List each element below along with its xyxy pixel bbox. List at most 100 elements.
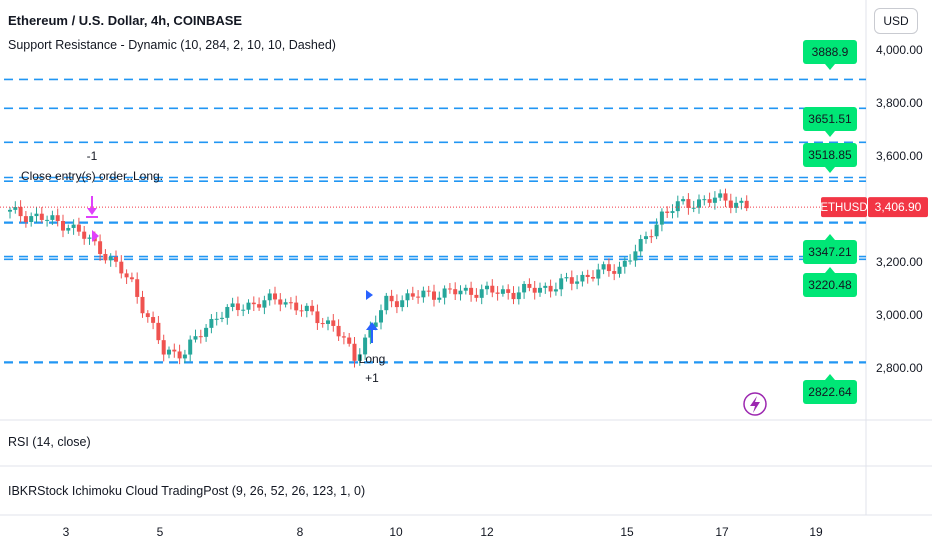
candle-body[interactable] — [172, 349, 177, 352]
candle-body[interactable] — [686, 199, 691, 208]
candle-body[interactable] — [426, 290, 431, 292]
candle-body[interactable] — [209, 318, 214, 328]
candle-body[interactable] — [569, 277, 574, 284]
candle-body[interactable] — [98, 241, 103, 254]
candle-body[interactable] — [675, 201, 680, 212]
candle-body[interactable] — [479, 289, 484, 298]
candle-body[interactable] — [585, 274, 590, 278]
candle-body[interactable] — [363, 337, 368, 355]
candle-body[interactable] — [394, 301, 399, 308]
candle-body[interactable] — [718, 193, 723, 198]
candle-body[interactable] — [373, 322, 378, 327]
candle-body[interactable] — [681, 199, 686, 202]
candle-body[interactable] — [13, 207, 18, 210]
candle-body[interactable] — [707, 199, 712, 203]
candle-body[interactable] — [299, 310, 304, 312]
candle-body[interactable] — [511, 292, 516, 300]
candle-body[interactable] — [182, 354, 187, 359]
candle-body[interactable] — [193, 336, 198, 340]
candle-body[interactable] — [29, 216, 34, 222]
candle-body[interactable] — [71, 224, 76, 228]
candle-body[interactable] — [251, 302, 256, 305]
candle-body[interactable] — [50, 215, 55, 220]
candle-body[interactable] — [246, 302, 251, 310]
candle-body[interactable] — [416, 296, 421, 298]
candle-body[interactable] — [198, 336, 203, 338]
candle-body[interactable] — [379, 310, 383, 323]
candle-body[interactable] — [559, 278, 564, 290]
candle-body[interactable] — [532, 287, 537, 293]
candle-body[interactable] — [357, 354, 362, 361]
candle-body[interactable] — [39, 213, 44, 220]
candle-body[interactable] — [575, 281, 580, 284]
candle-body[interactable] — [129, 277, 134, 280]
candle-body[interactable] — [140, 296, 145, 314]
candle-body[interactable] — [76, 224, 81, 232]
candle-body[interactable] — [638, 239, 643, 252]
candle-body[interactable] — [538, 287, 542, 293]
candle-body[interactable] — [34, 213, 39, 217]
candle-body[interactable] — [262, 300, 267, 308]
candle-body[interactable] — [368, 326, 373, 338]
candle-body[interactable] — [326, 320, 330, 324]
currency-button[interactable]: USD — [874, 8, 918, 34]
candle-body[interactable] — [225, 306, 230, 318]
candle-body[interactable] — [151, 317, 156, 323]
candle-body[interactable] — [294, 302, 299, 311]
candle-body[interactable] — [114, 257, 118, 262]
candle-body[interactable] — [214, 318, 219, 320]
candle-body[interactable] — [87, 237, 92, 239]
candle-body[interactable] — [145, 313, 150, 318]
candle-body[interactable] — [633, 251, 638, 261]
candle-body[interactable] — [288, 302, 293, 304]
candle-body[interactable] — [500, 289, 505, 294]
candle-body[interactable] — [341, 336, 346, 338]
candle-body[interactable] — [644, 236, 648, 240]
candle-body[interactable] — [119, 261, 124, 274]
ichimoku-pane-label[interactable]: IBKRStock Ichimoku Cloud TradingPost (9,… — [8, 484, 366, 498]
candle-body[interactable] — [437, 297, 442, 300]
candle-body[interactable] — [82, 231, 87, 239]
candle-body[interactable] — [310, 305, 315, 312]
candle-body[interactable] — [617, 266, 622, 274]
candle-body[interactable] — [654, 224, 659, 237]
candle-body[interactable] — [384, 295, 389, 311]
candle-body[interactable] — [188, 339, 193, 355]
candle-body[interactable] — [447, 288, 452, 290]
candle-body[interactable] — [697, 199, 701, 208]
candle-body[interactable] — [161, 340, 166, 355]
candle-body[interactable] — [622, 260, 627, 267]
candle-body[interactable] — [691, 207, 696, 209]
candle-body[interactable] — [135, 279, 140, 297]
candle-body[interactable] — [204, 327, 209, 337]
candle-body[interactable] — [458, 290, 463, 295]
candle-body[interactable] — [474, 294, 479, 298]
candle-body[interactable] — [156, 322, 161, 341]
candle-body[interactable] — [273, 293, 277, 300]
candle-body[interactable] — [241, 309, 246, 311]
candle-body[interactable] — [596, 269, 601, 279]
candle-body[interactable] — [453, 289, 458, 295]
candle-body[interactable] — [516, 292, 521, 300]
candle-body[interactable] — [527, 283, 532, 288]
candle-body[interactable] — [421, 290, 426, 298]
candle-body[interactable] — [61, 221, 65, 231]
candle-body[interactable] — [670, 211, 675, 213]
candle-body[interactable] — [283, 302, 288, 305]
candle-body[interactable] — [278, 299, 283, 305]
candle-body[interactable] — [124, 273, 129, 278]
candle-body[interactable] — [522, 283, 527, 293]
candle-body[interactable] — [108, 257, 113, 261]
candle-body[interactable] — [400, 300, 405, 308]
candle-body[interactable] — [728, 200, 733, 208]
candle-body[interactable] — [315, 311, 320, 324]
candle-body[interactable] — [18, 207, 23, 217]
candle-body[interactable] — [23, 216, 28, 222]
candle-body[interactable] — [463, 287, 468, 291]
candle-body[interactable] — [66, 227, 71, 231]
candle-body[interactable] — [8, 209, 12, 212]
rsi-pane-label[interactable]: RSI (14, close) — [8, 435, 91, 449]
candle-body[interactable] — [591, 277, 595, 279]
candle-body[interactable] — [257, 304, 262, 308]
candle-body[interactable] — [55, 215, 60, 222]
